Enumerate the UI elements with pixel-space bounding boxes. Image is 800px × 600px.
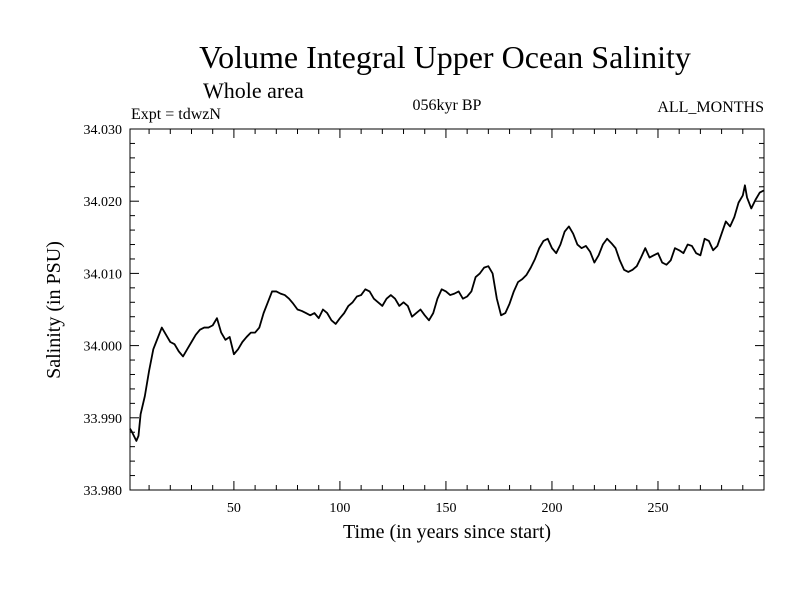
chart-subtitle: Whole area <box>203 78 304 103</box>
y-tick-label: 33.990 <box>84 412 123 427</box>
y-tick-label: 34.000 <box>84 340 123 355</box>
axis-tick-labels: 50 100 150 200 250 33.980 33.990 34.000 34.010 34… <box>84 123 669 516</box>
period-annotation: 056kyr BP <box>413 97 482 114</box>
y-tick-label: 34.030 <box>84 123 123 138</box>
x-tick-label: 150 <box>435 501 456 516</box>
x-axis-label: Time (in years since start) <box>343 521 551 543</box>
series-line <box>129 184 765 442</box>
x-tick-label: 200 <box>541 501 562 516</box>
x-tick-label: 100 <box>329 501 350 516</box>
chart-title: Volume Integral Upper Ocean Salinity <box>199 39 691 75</box>
axis-ticks <box>130 128 764 491</box>
x-tick-label: 250 <box>647 501 668 516</box>
months-annotation: ALL_MONTHS <box>657 99 764 116</box>
y-axis-label: Salinity (in PSU) <box>43 241 65 379</box>
x-tick-label: 50 <box>227 501 241 516</box>
plot-frame <box>129 128 765 491</box>
y-tick-label: 34.020 <box>84 195 123 210</box>
y-tick-label: 33.980 <box>84 484 123 499</box>
y-tick-label: 34.010 <box>84 267 123 282</box>
expt-annotation: Expt = tdwzN <box>131 106 221 123</box>
